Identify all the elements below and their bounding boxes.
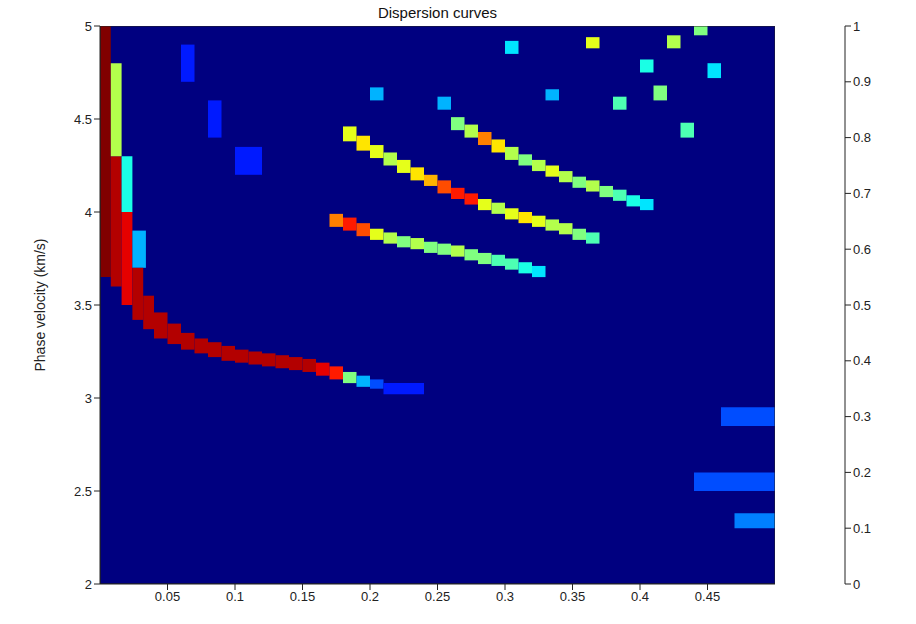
svg-text:4: 4 xyxy=(85,205,92,220)
svg-text:0.1: 0.1 xyxy=(853,521,871,536)
svg-text:0.4: 0.4 xyxy=(853,353,871,368)
svg-text:0.15: 0.15 xyxy=(290,589,315,604)
svg-text:3.5: 3.5 xyxy=(74,298,92,313)
svg-text:0.45: 0.45 xyxy=(695,589,720,604)
svg-text:0.25: 0.25 xyxy=(425,589,450,604)
svg-text:0.9: 0.9 xyxy=(853,74,871,89)
svg-text:1: 1 xyxy=(853,19,860,34)
svg-text:0.1: 0.1 xyxy=(226,589,244,604)
svg-text:0.5: 0.5 xyxy=(853,298,871,313)
svg-text:Phase velocity (km/s): Phase velocity (km/s) xyxy=(32,238,48,371)
svg-text:0.3: 0.3 xyxy=(496,589,514,604)
svg-text:4.5: 4.5 xyxy=(74,112,92,127)
svg-text:2: 2 xyxy=(85,577,92,592)
svg-text:0.7: 0.7 xyxy=(853,186,871,201)
svg-text:0.3: 0.3 xyxy=(853,409,871,424)
svg-text:0.8: 0.8 xyxy=(853,130,871,145)
svg-text:0.4: 0.4 xyxy=(631,589,649,604)
svg-text:2.5: 2.5 xyxy=(74,484,92,499)
svg-text:5: 5 xyxy=(85,19,92,34)
svg-text:0.2: 0.2 xyxy=(361,589,379,604)
svg-text:0.2: 0.2 xyxy=(853,465,871,480)
html-text:Dispersion curves: Dispersion curves xyxy=(377,4,498,21)
svg-text:3: 3 xyxy=(85,391,92,406)
svg-text:0.05: 0.05 xyxy=(155,589,180,604)
svg-text:0.35: 0.35 xyxy=(560,589,585,604)
svg-text:0.6: 0.6 xyxy=(853,242,871,257)
svg-text:0: 0 xyxy=(853,577,860,592)
